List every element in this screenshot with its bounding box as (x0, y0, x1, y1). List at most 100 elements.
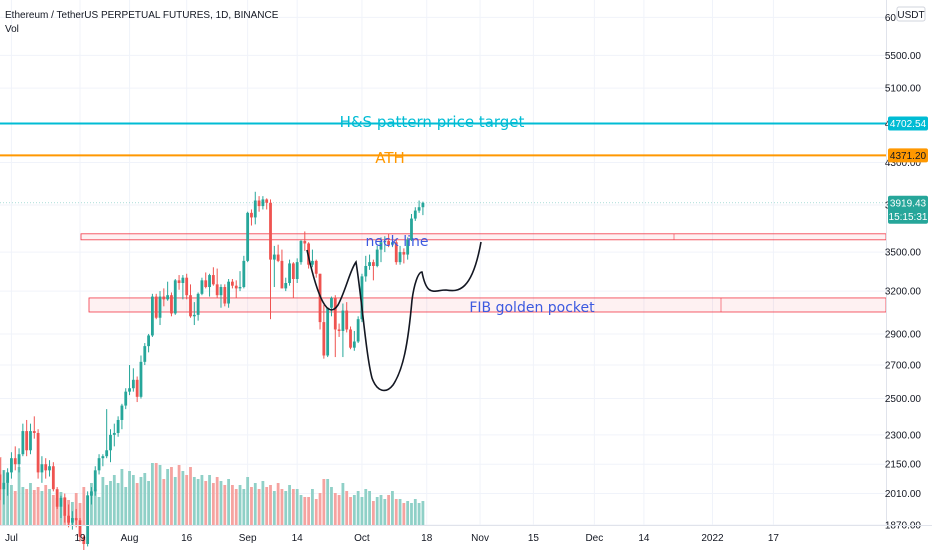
volume-bar (40, 491, 44, 525)
candle-body (131, 379, 135, 389)
candle (166, 281, 170, 301)
volume-bar (253, 483, 257, 525)
volume-bar (326, 479, 330, 525)
volume-bar (162, 479, 166, 525)
volume-bar (109, 481, 112, 525)
candle-body (63, 497, 67, 516)
price-axis[interactable]: 6500.006000.005500.005100.004700.004300.… (885, 0, 932, 550)
candle (375, 245, 379, 268)
volume-bar (349, 497, 352, 525)
candle (341, 303, 345, 358)
candle-body (25, 431, 29, 451)
price-tick-label: 2150.00 (885, 460, 922, 471)
candle-body (421, 202, 425, 208)
volume-bar (383, 499, 387, 525)
volume-bar (356, 491, 360, 525)
candle (131, 368, 135, 392)
candle (48, 460, 51, 477)
candle (318, 273, 322, 330)
candle (151, 293, 154, 337)
volume-bar (238, 485, 242, 525)
candle-body (356, 319, 360, 342)
volume-bar (139, 477, 143, 525)
volume-bar (185, 475, 189, 525)
candle (120, 403, 124, 430)
candle (257, 196, 261, 212)
symbol-title[interactable]: Ethereum / TetherUS PERPETUAL FUTURES, 1… (5, 10, 279, 21)
candle (227, 279, 230, 308)
candle-body (265, 199, 269, 203)
ath-label: ATH (375, 149, 405, 167)
candle-body (135, 379, 139, 397)
volume-bar (143, 473, 147, 525)
volume-bar (345, 491, 349, 525)
time-tick-label: 14 (292, 533, 304, 544)
candle-body (311, 260, 314, 265)
volume-bar (173, 477, 177, 525)
candle-body (303, 241, 307, 244)
candle-body (124, 391, 128, 406)
time-axis[interactable]: Jul 19 Aug 16 Sep 14 Oct 18 Nov 15 Dec 14 2022 17 (0, 525, 932, 545)
candle (333, 295, 337, 358)
candle-body (413, 210, 417, 219)
candle-body (337, 329, 341, 331)
candle-body (341, 310, 345, 331)
candle-body (17, 454, 21, 465)
horizontal-levels (0, 122, 886, 204)
volume-bar (337, 495, 341, 525)
candle-body (173, 280, 177, 314)
volume-bar (170, 467, 173, 525)
volume-bar (177, 465, 181, 525)
volume-bar (135, 483, 139, 525)
candle-body (330, 297, 333, 308)
candle (2, 470, 6, 505)
time-tick-label: Sep (239, 533, 257, 544)
candle (189, 284, 192, 318)
candle (345, 302, 349, 333)
volume-bar (250, 487, 253, 525)
candle (337, 323, 341, 337)
candle-body (82, 536, 86, 544)
candle-body (322, 322, 326, 356)
candle-body (272, 254, 276, 260)
volume-bar (154, 463, 158, 525)
candle-body (215, 284, 219, 296)
candle-body (55, 489, 59, 507)
volume-bar (25, 489, 29, 525)
currency-button[interactable]: USDT (896, 6, 926, 22)
candle (192, 302, 196, 326)
candle-body (246, 212, 250, 261)
candle-body (284, 283, 288, 289)
candle-body (364, 265, 368, 277)
candle (242, 255, 246, 289)
candle (143, 343, 147, 366)
candle (162, 288, 166, 307)
candle (0, 458, 2, 501)
time-tick-label: Dec (585, 533, 603, 544)
price-tick-label: 2010.00 (885, 489, 922, 500)
volume-bar (124, 487, 128, 525)
candle-body (112, 432, 116, 435)
candle (185, 273, 189, 300)
candle (6, 468, 10, 496)
volume-bar (299, 495, 303, 525)
volume-bar (387, 495, 391, 525)
candle-body (253, 200, 257, 218)
candle (124, 388, 128, 410)
candle (406, 237, 410, 260)
volume-bar (371, 501, 375, 525)
candle (311, 249, 314, 268)
volume-bar (227, 479, 230, 525)
volume-indicator-label[interactable]: Vol (5, 24, 19, 35)
candle-body (257, 200, 261, 207)
volume-bar (55, 498, 59, 525)
fib-label: FIB golden pocket (469, 300, 595, 316)
candle-body (97, 458, 101, 471)
candle-body (200, 280, 204, 294)
price-tick-label: 5100.00 (885, 84, 922, 95)
volume-bar (234, 489, 238, 525)
candle (402, 248, 406, 264)
price-tick-label: 4300.00 (885, 158, 922, 169)
time-tick-label: Jul (5, 533, 18, 544)
